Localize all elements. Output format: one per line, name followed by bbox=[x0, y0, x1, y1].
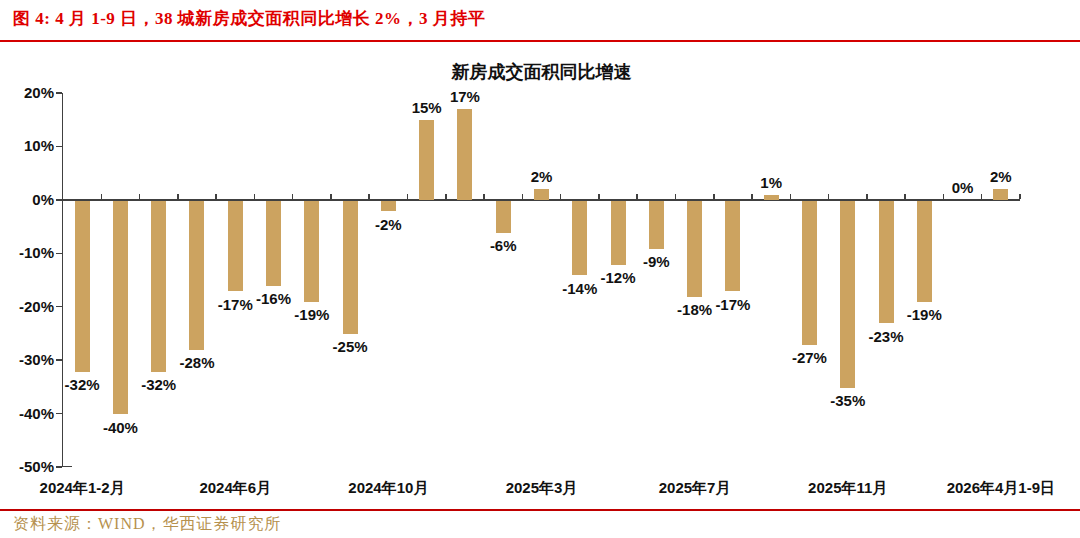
chart-title: 新房成交面积同比增速 bbox=[63, 60, 1020, 84]
bar-value-label: -23% bbox=[854, 327, 918, 346]
x-axis-label: 2026年4月1-9日 bbox=[926, 478, 1076, 497]
bar-value-label: -27% bbox=[777, 348, 841, 367]
x-axis-tick bbox=[177, 194, 179, 199]
x-axis-label: 2025年3月 bbox=[467, 478, 617, 497]
bar bbox=[75, 201, 90, 372]
bar bbox=[381, 201, 396, 212]
source-rule bbox=[0, 509, 1080, 511]
bar-value-label: -32% bbox=[50, 375, 114, 394]
bar-value-label: -35% bbox=[816, 391, 880, 410]
bar-value-label: -40% bbox=[88, 418, 152, 437]
figure: 图 4: 4 月 1-9 日，38 城新房成交面积同比增长 2%，3 月持平 新… bbox=[0, 0, 1080, 538]
bar-value-label: 17% bbox=[433, 87, 497, 106]
bar bbox=[151, 201, 166, 372]
bar-value-label: -28% bbox=[165, 353, 229, 372]
bar-value-label: -19% bbox=[280, 305, 344, 324]
x-axis-tick bbox=[368, 194, 370, 199]
x-axis-tick bbox=[790, 194, 792, 199]
bar-value-label: 1% bbox=[739, 173, 803, 192]
bar-value-label: -32% bbox=[127, 375, 191, 394]
x-axis-label: 2025年7月 bbox=[620, 478, 770, 497]
x-axis-tick bbox=[445, 194, 447, 199]
y-axis-tick bbox=[56, 413, 62, 415]
bar-value-label: -25% bbox=[318, 337, 382, 356]
header-rule bbox=[0, 40, 1080, 42]
x-axis-label: 2024年6月 bbox=[160, 478, 310, 497]
x-axis-tick bbox=[407, 194, 409, 199]
bar bbox=[764, 195, 779, 200]
x-axis-tick bbox=[751, 194, 753, 199]
x-axis-label: 2024年1-2月 bbox=[7, 478, 157, 497]
bar bbox=[189, 201, 204, 351]
bar bbox=[725, 201, 740, 292]
bar bbox=[917, 201, 932, 303]
bar bbox=[649, 201, 664, 249]
x-axis-tick bbox=[636, 194, 638, 199]
y-axis-tick bbox=[56, 359, 62, 361]
y-axis-label: -30% bbox=[4, 351, 54, 369]
source-note: 资料来源：WIND，华西证券研究所 bbox=[13, 514, 282, 535]
bar bbox=[879, 201, 894, 324]
x-axis-tick bbox=[713, 194, 715, 199]
y-axis-label: -40% bbox=[4, 405, 54, 423]
x-axis-tick bbox=[560, 194, 562, 199]
x-axis-tick bbox=[675, 194, 677, 199]
x-axis-tick bbox=[292, 194, 294, 199]
y-axis-tick bbox=[56, 466, 62, 468]
bar bbox=[266, 201, 281, 286]
y-axis-label: 10% bbox=[4, 137, 54, 155]
x-axis-tick bbox=[215, 194, 217, 199]
y-axis-end-tick bbox=[62, 466, 72, 468]
y-axis-label: 20% bbox=[4, 84, 54, 102]
y-axis-tick bbox=[56, 253, 62, 255]
x-axis-tick bbox=[522, 194, 524, 199]
bar bbox=[611, 201, 626, 265]
y-axis-label: -50% bbox=[4, 458, 54, 476]
x-axis-tick bbox=[866, 194, 868, 199]
bar bbox=[228, 201, 243, 292]
bar bbox=[572, 201, 587, 276]
x-axis-tick bbox=[598, 194, 600, 199]
bar bbox=[113, 201, 128, 415]
y-axis-tick bbox=[56, 306, 62, 308]
x-axis-tick bbox=[330, 194, 332, 199]
bar bbox=[687, 201, 702, 297]
bar-value-label: 2% bbox=[969, 167, 1033, 186]
y-axis-label: 0% bbox=[4, 191, 54, 209]
figure-header-title: 图 4: 4 月 1-9 日，38 城新房成交面积同比增长 2%，3 月持平 bbox=[13, 7, 485, 30]
x-axis-tick bbox=[254, 194, 256, 199]
x-axis-label: 2024年10月 bbox=[313, 478, 463, 497]
y-axis-label: -20% bbox=[4, 298, 54, 316]
bar bbox=[534, 189, 549, 200]
bar-value-label: -2% bbox=[356, 215, 420, 234]
y-axis-label: -10% bbox=[4, 244, 54, 262]
x-axis-tick bbox=[1019, 194, 1021, 199]
bar-value-label: -19% bbox=[892, 305, 956, 324]
y-axis-tick bbox=[56, 92, 62, 94]
bar bbox=[496, 201, 511, 233]
x-axis-tick bbox=[828, 194, 830, 199]
bar bbox=[993, 189, 1008, 200]
bar-value-label: -9% bbox=[624, 252, 688, 271]
bar bbox=[419, 120, 434, 200]
x-axis-label: 2025年11月 bbox=[773, 478, 923, 497]
bar-value-label: -6% bbox=[471, 236, 535, 255]
x-axis-tick bbox=[904, 194, 906, 199]
bar bbox=[840, 201, 855, 388]
bar bbox=[457, 109, 472, 200]
y-axis-tick bbox=[56, 146, 62, 148]
x-axis-tick bbox=[139, 194, 141, 199]
y-axis bbox=[62, 93, 64, 467]
bar bbox=[802, 201, 817, 345]
bar-value-label: 2% bbox=[510, 167, 574, 186]
x-axis-tick bbox=[101, 194, 103, 199]
bar bbox=[343, 201, 358, 335]
bar-value-label: -17% bbox=[701, 295, 765, 314]
bar bbox=[304, 201, 319, 303]
x-axis-tick bbox=[483, 194, 485, 199]
